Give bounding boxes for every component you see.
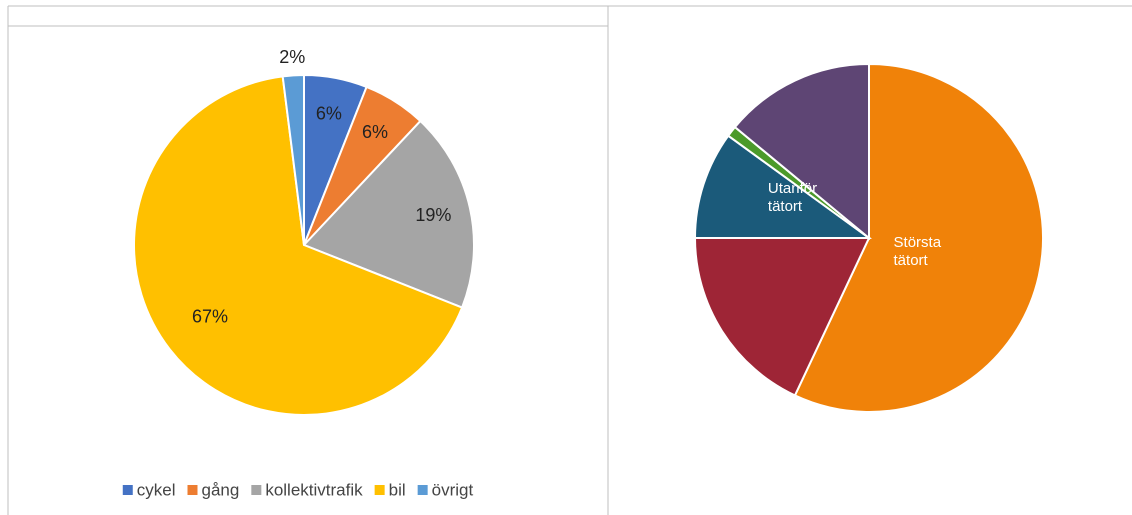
pie-slice [281, 73, 305, 246]
data-label: 19% [415, 205, 451, 225]
data-label: 6% [362, 122, 388, 142]
legend-label: bil [389, 480, 406, 499]
legend-label: gång [202, 480, 240, 499]
legend-label: kollektivtrafik [265, 480, 363, 499]
legend-label: övrigt [432, 480, 474, 499]
pie-slice [133, 75, 464, 416]
slice-label: Utanför tätort [767, 179, 818, 215]
legend-swatch [417, 485, 428, 495]
pie-slice [793, 62, 1044, 413]
legend-label: cykel [137, 480, 176, 499]
legend-swatch [251, 485, 262, 495]
data-label: 67% [192, 307, 228, 327]
pie-slice [733, 62, 870, 241]
data-label: 2% [279, 47, 305, 67]
slice-label: Största tätort [893, 234, 942, 270]
legend-swatch [374, 485, 385, 495]
legend-swatch [187, 485, 198, 495]
pie-slice [693, 237, 871, 397]
legend-swatch [122, 485, 133, 495]
pie-slice [693, 134, 873, 239]
data-label: 6% [316, 103, 342, 123]
